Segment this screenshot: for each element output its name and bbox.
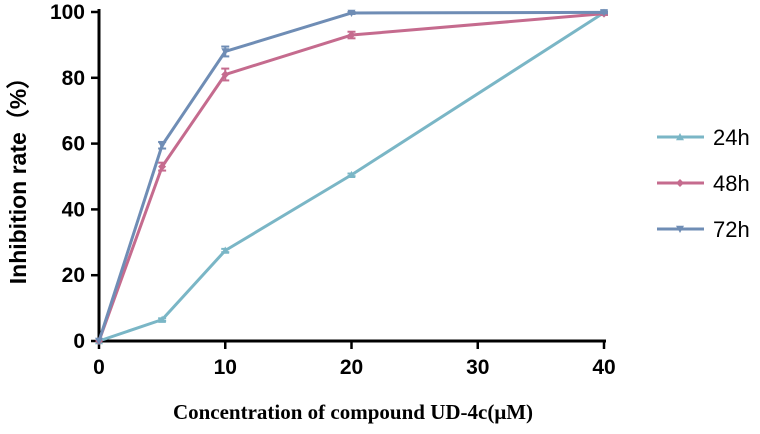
ticks: 0 10 20 30 40 0 20 40 60 80 100 (50, 1, 616, 379)
legend-marker (676, 225, 684, 233)
data-point (221, 70, 230, 79)
data-point (347, 31, 356, 40)
legend-item-72h: 72h (657, 217, 750, 242)
y-tick-label: 80 (62, 67, 85, 90)
legend-item-24h: 24h (657, 125, 750, 150)
series-24h (95, 8, 608, 345)
legend-label: 48h (713, 171, 750, 196)
series-72h (95, 9, 608, 345)
legend-marker (676, 179, 684, 187)
y-tick-label: 60 (62, 133, 85, 156)
x-tick-label: 30 (466, 356, 489, 379)
x-tick-label: 0 (93, 356, 105, 379)
y-axis-title: Inhibition rate（%） (5, 66, 31, 285)
legend: 24h 48h 72h (657, 125, 750, 242)
y-tick-label: 40 (62, 198, 85, 221)
y-tick-label: 20 (62, 264, 85, 287)
y-tick-label: 0 (73, 330, 85, 353)
legend-label: 24h (713, 125, 750, 150)
data-point (158, 162, 167, 171)
data-point (95, 337, 103, 345)
legend-item-48h: 48h (657, 171, 750, 196)
y-tick-label: 100 (50, 1, 85, 24)
data-point (221, 246, 230, 254)
x-tick-label: 20 (340, 356, 363, 379)
data-point (158, 142, 167, 150)
x-tick-label: 10 (214, 356, 237, 379)
data-point (347, 9, 356, 17)
series-layer (95, 8, 608, 345)
data-point (347, 170, 356, 179)
legend-marker (676, 133, 684, 141)
x-tick-label: 40 (592, 356, 615, 379)
x-axis-title: Concentration of compound UD-4c(μM) (173, 400, 533, 424)
data-point (600, 9, 608, 17)
legend-label: 72h (713, 217, 750, 242)
data-point (221, 48, 230, 56)
data-point (158, 315, 167, 323)
